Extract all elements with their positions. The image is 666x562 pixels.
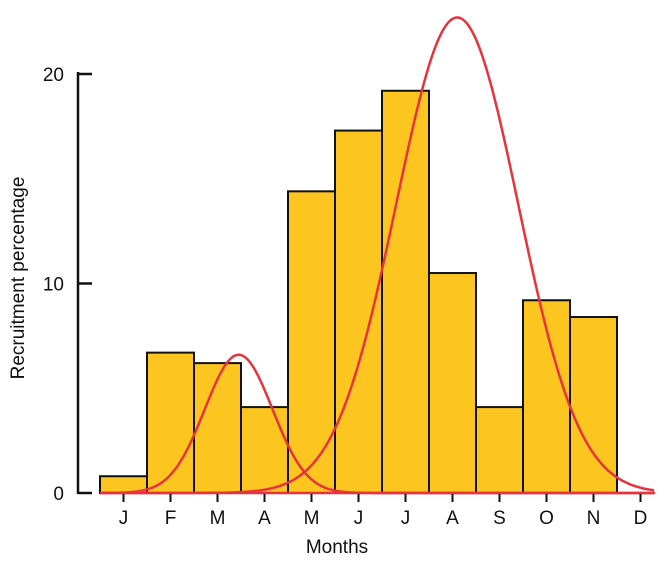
x-tick-label: M [210,508,226,529]
bar-4 [240,406,289,495]
x-tick-label: M [304,508,320,529]
x-tick-label: D [634,508,648,529]
bar-5 [287,190,336,494]
y-axis-title: Recruitment percentage [8,177,29,380]
x-tick-label: O [539,508,554,529]
bar-8 [428,272,477,494]
x-tick-label: A [258,508,271,529]
axes-layer: 0 10 20 J F M A M J J A S O N D [43,65,655,529]
y-tick-label: 10 [43,275,64,296]
y-tick-label: 20 [43,65,64,86]
bar-9 [475,406,524,495]
x-tick-label: A [446,508,459,529]
bar-2 [146,351,195,495]
bars-layer [99,89,618,495]
x-tick-label: F [165,508,177,529]
x-tick-label: J [119,508,129,529]
y-tick-label: 0 [53,484,64,505]
x-tick-label: N [587,508,601,529]
bar-6 [334,129,383,494]
x-tick-label: J [401,508,411,529]
bar-11 [569,316,618,494]
x-tick-label: S [493,508,506,529]
bar-7 [381,89,430,494]
bar-3 [193,362,242,494]
x-tick-label: J [354,508,364,529]
x-axis-title: Months [306,537,368,558]
